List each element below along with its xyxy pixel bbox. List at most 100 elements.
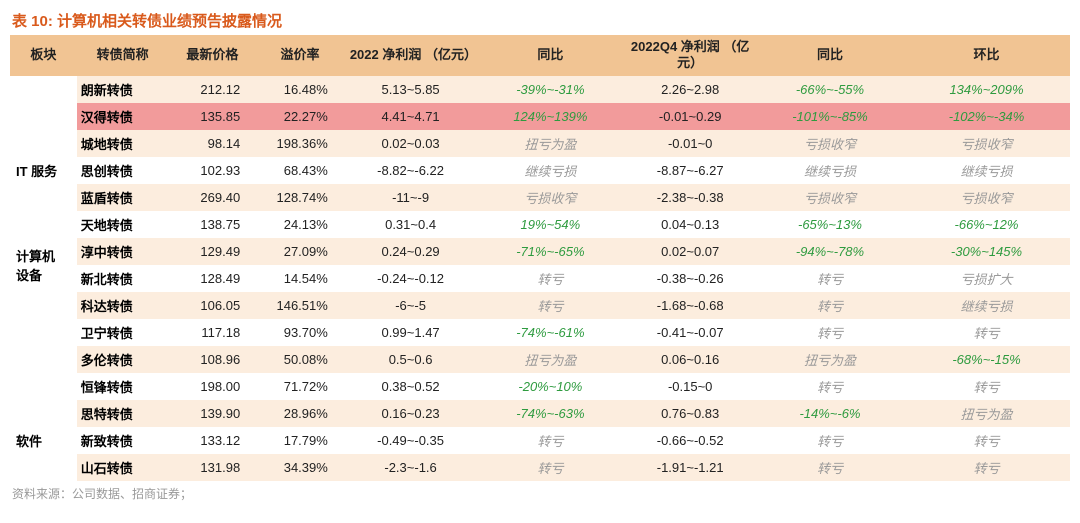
cell-yoy-q4: 亏损收窄 <box>757 130 903 157</box>
cell-profit2022q4: -8.87~-6.27 <box>623 157 757 184</box>
cell-qoq: 转亏 <box>903 373 1070 400</box>
cell-profit2022q4: -0.38~-0.26 <box>623 265 757 292</box>
cell-profit2022: 4.41~4.71 <box>344 103 478 130</box>
cell-profit2022q4: -1.68~-0.68 <box>623 292 757 319</box>
cell-profit2022: 5.13~5.85 <box>344 76 478 103</box>
cell-name: 城地转债 <box>77 130 169 157</box>
cell-profit2022q4: 0.06~0.16 <box>623 346 757 373</box>
cell-profit2022: 0.31~0.4 <box>344 211 478 238</box>
cell-yoy-q4: 继续亏损 <box>757 157 903 184</box>
sector-cell: 计算机设备 <box>10 211 77 319</box>
cell-premium: 93.70% <box>256 319 344 346</box>
cell-yoy: 亏损收窄 <box>477 184 623 211</box>
cell-qoq: 亏损扩大 <box>903 265 1070 292</box>
col-profit2022q4: 2022Q4 净利润 （亿元） <box>623 35 757 76</box>
col-price: 最新价格 <box>169 35 257 76</box>
cell-price: 128.49 <box>169 265 257 292</box>
cell-premium: 50.08% <box>256 346 344 373</box>
cell-price: 212.12 <box>169 76 257 103</box>
cell-yoy-q4: 亏损收窄 <box>757 184 903 211</box>
col-sector: 板块 <box>10 35 77 76</box>
cell-profit2022q4: 0.02~0.07 <box>623 238 757 265</box>
cell-profit2022q4: -0.01~0 <box>623 130 757 157</box>
cell-qoq: 亏损收窄 <box>903 130 1070 157</box>
data-table: 板块 转债简称 最新价格 溢价率 2022 净利润 （亿元） 同比 2022Q4… <box>10 35 1070 481</box>
table-title: 计算机相关转债业绩预告披露情况 <box>57 13 282 30</box>
cell-premium: 198.36% <box>256 130 344 157</box>
cell-name: 淳中转债 <box>77 238 169 265</box>
cell-qoq: 转亏 <box>903 319 1070 346</box>
table-row: 软件思特转债139.9028.96%0.16~0.23-74%~-63%0.76… <box>10 400 1070 427</box>
cell-premium: 17.79% <box>256 427 344 454</box>
cell-premium: 146.51% <box>256 292 344 319</box>
table-number: 表 10: <box>12 13 53 30</box>
cell-yoy-q4: -66%~-55% <box>757 76 903 103</box>
table-row: 汉得转债135.8522.27%4.41~4.71124%~139%-0.01~… <box>10 103 1070 130</box>
cell-profit2022q4: -2.38~-0.38 <box>623 184 757 211</box>
cell-profit2022q4: 0.04~0.13 <box>623 211 757 238</box>
cell-price: 106.05 <box>169 292 257 319</box>
cell-yoy: 转亏 <box>477 265 623 292</box>
table-row: 多伦转债108.9650.08%0.5~0.6扭亏为盈0.06~0.16扭亏为盈… <box>10 346 1070 373</box>
cell-qoq: -102%~-34% <box>903 103 1070 130</box>
table-row: 蓝盾转债269.40128.74%-11~-9亏损收窄-2.38~-0.38亏损… <box>10 184 1070 211</box>
cell-qoq: 134%~209% <box>903 76 1070 103</box>
cell-profit2022: 0.02~0.03 <box>344 130 478 157</box>
cell-profit2022q4: -0.66~-0.52 <box>623 427 757 454</box>
cell-yoy: 转亏 <box>477 427 623 454</box>
cell-profit2022q4: 0.76~0.83 <box>623 400 757 427</box>
sector-cell: IT 服务 <box>10 130 77 211</box>
cell-price: 129.49 <box>169 238 257 265</box>
sector-cell: 软件 <box>10 400 77 481</box>
table-row: 思创转债102.9368.43%-8.82~-6.22继续亏损-8.87~-6.… <box>10 157 1070 184</box>
cell-profit2022: -2.3~-1.6 <box>344 454 478 481</box>
cell-premium: 68.43% <box>256 157 344 184</box>
cell-profit2022q4: -0.01~0.29 <box>623 103 757 130</box>
cell-name: 朗新转债 <box>77 76 169 103</box>
cell-profit2022: -8.82~-6.22 <box>344 157 478 184</box>
cell-qoq: -30%~145% <box>903 238 1070 265</box>
cell-name: 科达转债 <box>77 292 169 319</box>
cell-price: 108.96 <box>169 346 257 373</box>
table-row: 恒锋转债198.0071.72%0.38~0.52-20%~10%-0.15~0… <box>10 373 1070 400</box>
cell-profit2022q4: -0.41~-0.07 <box>623 319 757 346</box>
cell-premium: 28.96% <box>256 400 344 427</box>
cell-name: 思特转债 <box>77 400 169 427</box>
cell-yoy-q4: -65%~13% <box>757 211 903 238</box>
cell-yoy: -39%~-31% <box>477 76 623 103</box>
cell-profit2022: 0.16~0.23 <box>344 400 478 427</box>
cell-price: 133.12 <box>169 427 257 454</box>
table-row: 科达转债106.05146.51%-6~-5转亏-1.68~-0.68转亏继续亏… <box>10 292 1070 319</box>
cell-price: 198.00 <box>169 373 257 400</box>
cell-premium: 16.48% <box>256 76 344 103</box>
cell-profit2022q4: 2.26~2.98 <box>623 76 757 103</box>
table-caption: 表 10: 计算机相关转债业绩预告披露情况 <box>10 10 1070 31</box>
cell-price: 117.18 <box>169 319 257 346</box>
cell-name: 新北转债 <box>77 265 169 292</box>
cell-profit2022q4: -0.15~0 <box>623 373 757 400</box>
table-source: 资料来源：公司数据、招商证券； <box>10 485 1070 502</box>
cell-yoy: -20%~10% <box>477 373 623 400</box>
cell-name: 恒锋转债 <box>77 373 169 400</box>
cell-yoy: 124%~139% <box>477 103 623 130</box>
cell-name: 蓝盾转债 <box>77 184 169 211</box>
cell-yoy: 继续亏损 <box>477 157 623 184</box>
cell-profit2022: -0.24~-0.12 <box>344 265 478 292</box>
cell-name: 汉得转债 <box>77 103 169 130</box>
col-premium: 溢价率 <box>256 35 344 76</box>
cell-profit2022: 0.5~0.6 <box>344 346 478 373</box>
cell-qoq: -68%~-15% <box>903 346 1070 373</box>
cell-price: 269.40 <box>169 184 257 211</box>
cell-yoy-q4: 转亏 <box>757 265 903 292</box>
col-yoy-q4: 同比 <box>757 35 903 76</box>
cell-name: 多伦转债 <box>77 346 169 373</box>
cell-premium: 14.54% <box>256 265 344 292</box>
cell-price: 139.90 <box>169 400 257 427</box>
cell-qoq: 继续亏损 <box>903 157 1070 184</box>
col-yoy: 同比 <box>477 35 623 76</box>
cell-qoq: 亏损收窄 <box>903 184 1070 211</box>
cell-yoy-q4: 转亏 <box>757 373 903 400</box>
cell-price: 131.98 <box>169 454 257 481</box>
cell-premium: 24.13% <box>256 211 344 238</box>
cell-yoy-q4: 转亏 <box>757 427 903 454</box>
